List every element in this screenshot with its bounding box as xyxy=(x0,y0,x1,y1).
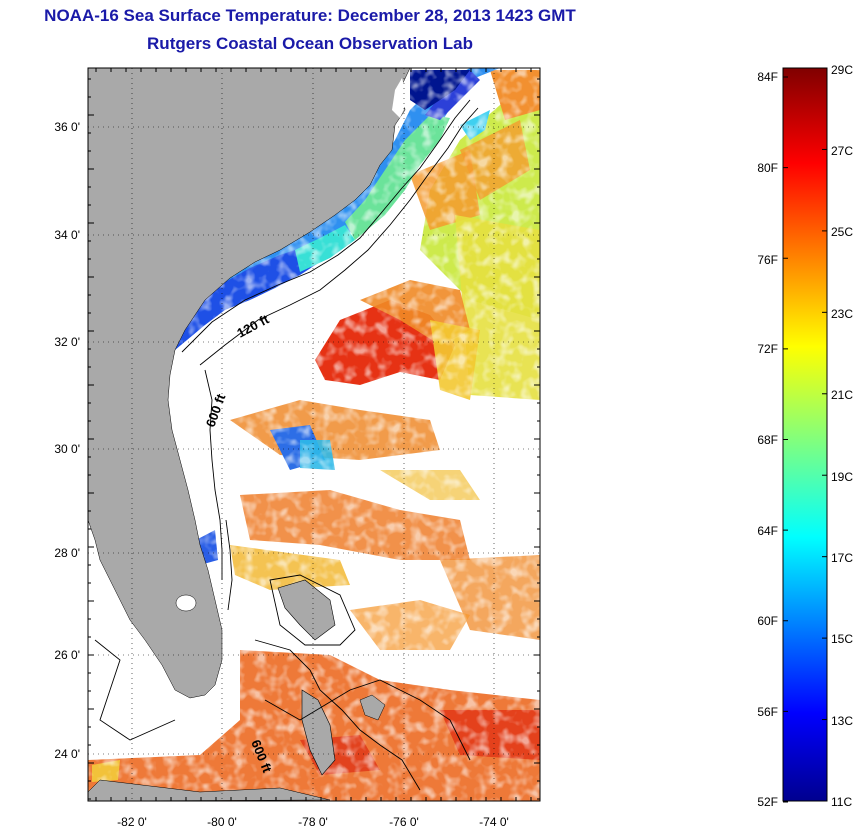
lat-label: 30 0' xyxy=(54,442,80,456)
lon-label: -74 0' xyxy=(479,815,509,829)
colorbar-c-label: 27C xyxy=(831,144,853,158)
colorbar-f-label: 56F xyxy=(757,705,778,719)
colorbar-c-label: 11C xyxy=(831,795,852,809)
longitude-axis: -82 0' -80 0' -78 0' -76 0' -74 0' xyxy=(117,815,509,829)
temperature-colorbar: 84F 80F 76F 72F 68F 64F 60F 56F 52F 29C … xyxy=(757,63,853,809)
colorbar-c-label: 25C xyxy=(831,225,853,239)
colorbar-ticks xyxy=(783,67,827,803)
colorbar-f-label: 84F xyxy=(757,70,778,84)
lon-label: -78 0' xyxy=(298,815,328,829)
colorbar-c-label: 23C xyxy=(831,307,853,321)
land-layer xyxy=(88,68,411,801)
colorbar-c-label: 13C xyxy=(831,714,853,728)
map-frame xyxy=(87,67,541,802)
colorbar-f-label: 64F xyxy=(757,524,778,538)
colorbar-c-label: 17C xyxy=(831,551,853,565)
lat-label: 26 0' xyxy=(54,648,80,662)
lon-label: -82 0' xyxy=(117,815,147,829)
map-plot-area xyxy=(88,68,540,801)
graticule-grid xyxy=(88,68,540,801)
latitude-axis: 36 0' 34 0' 32 0' 30 0' 28 0' 26 0' 24 0… xyxy=(54,120,80,761)
colorbar-f-label: 68F xyxy=(757,433,778,447)
lon-label: -80 0' xyxy=(207,815,237,829)
colorbar-c-label: 19C xyxy=(831,470,853,484)
colorbar-f-label: 76F xyxy=(757,253,778,267)
axis-ticks xyxy=(88,68,540,801)
colorbar-c-label: 15C xyxy=(831,632,853,646)
colorbar-gradient xyxy=(782,67,828,802)
lat-label: 36 0' xyxy=(54,120,80,134)
bathymetry-contours xyxy=(94,99,479,791)
lat-label: 28 0' xyxy=(54,546,80,560)
lat-label: 34 0' xyxy=(54,228,80,242)
map-subtitle: Rutgers Coastal Ocean Observation Lab xyxy=(147,34,473,53)
lat-label: 24 0' xyxy=(54,747,80,761)
colorbar-f-label: 52F xyxy=(757,795,778,809)
lon-label: -76 0' xyxy=(389,815,419,829)
colorbar-c-label: 29C xyxy=(831,63,853,77)
lat-label: 32 0' xyxy=(54,335,80,349)
map-title: NOAA-16 Sea Surface Temperature: Decembe… xyxy=(44,6,576,25)
colorbar-c-label: 21C xyxy=(831,388,853,402)
colorbar-f-label: 60F xyxy=(757,614,778,628)
colorbar-f-label: 80F xyxy=(757,161,778,175)
colorbar-f-label: 72F xyxy=(757,342,778,356)
